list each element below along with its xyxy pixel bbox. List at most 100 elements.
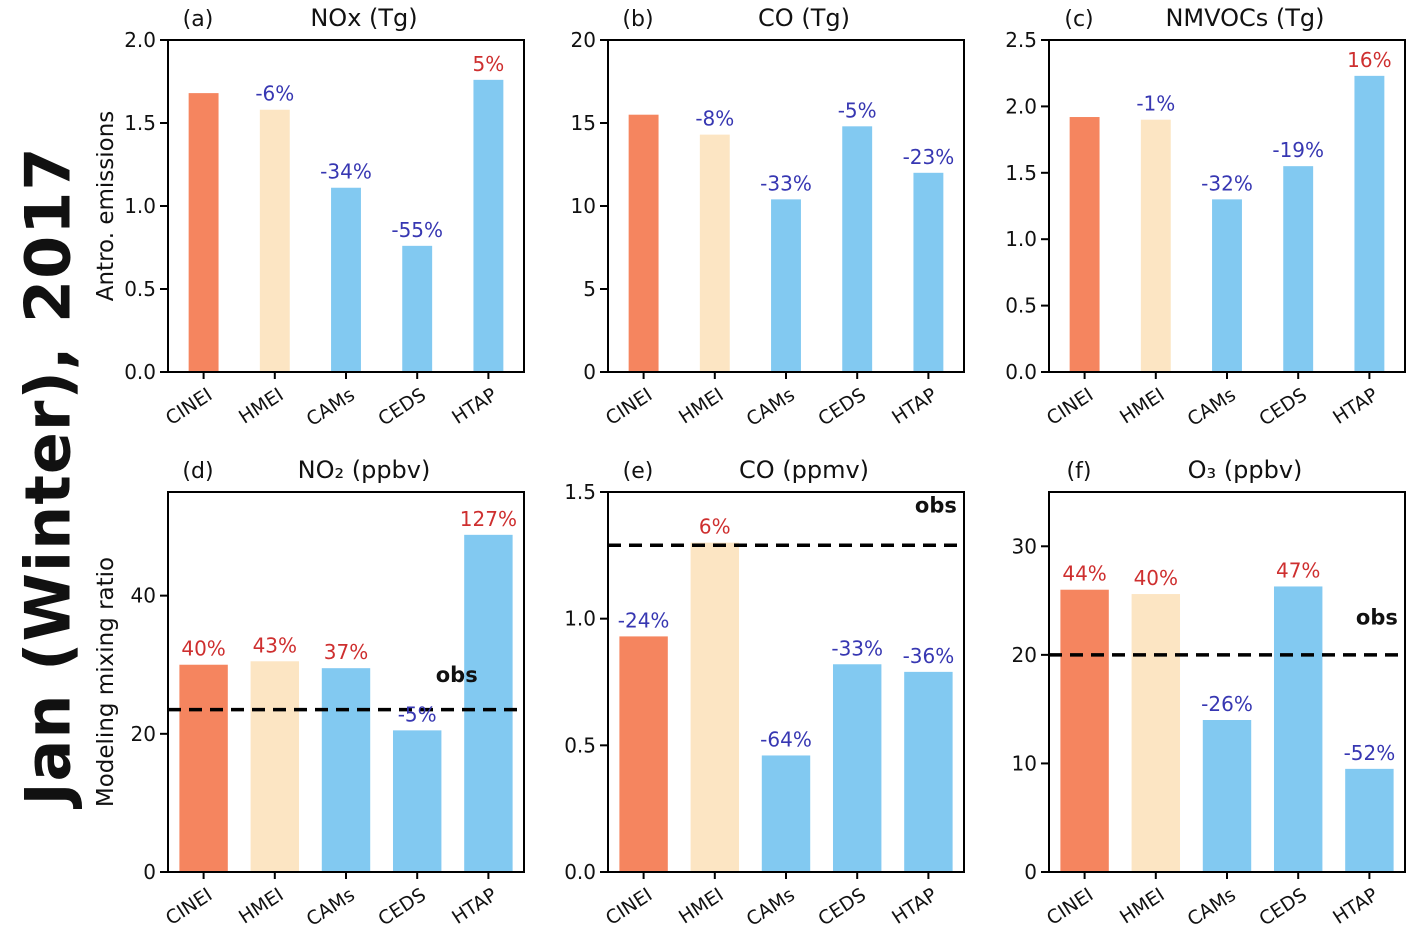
x-tick-label-CEDS: CEDS xyxy=(815,384,871,431)
panel-letter: (a) xyxy=(183,7,214,32)
y-tick-label: 0.0 xyxy=(124,360,156,384)
y-tick-label: 2.5 xyxy=(1005,28,1037,52)
x-tick-label-CINEI: CINEI xyxy=(162,384,217,430)
pct-label-CINEI: 44% xyxy=(1062,562,1106,586)
bar-CEDS xyxy=(833,664,882,872)
pct-label-CEDS: -5% xyxy=(838,98,877,122)
y-tick-label: 1.0 xyxy=(124,194,156,218)
pct-label-CEDS: -5% xyxy=(398,702,437,726)
bar-HMEI xyxy=(250,661,300,872)
bar-HMEI xyxy=(691,542,740,872)
y-tick-label: 30 xyxy=(1011,534,1036,558)
y-tick-label: 20 xyxy=(1011,643,1036,667)
x-tick-label-CAMs: CAMs xyxy=(303,884,359,931)
obs-label: obs xyxy=(436,663,478,687)
y-axis-label: Modeling mixing ratio xyxy=(96,557,119,807)
pct-label-CAMs: -34% xyxy=(320,160,372,184)
bar-HMEI xyxy=(260,109,290,372)
obs-label: obs xyxy=(915,493,957,517)
bar-CEDS xyxy=(1273,586,1323,872)
y-tick-label: 1.0 xyxy=(1005,227,1037,251)
x-tick-label-HTAP: HTAP xyxy=(448,884,501,929)
pct-label-HTAP: -52% xyxy=(1343,741,1395,765)
x-tick-label-CINEI: CINEI xyxy=(162,884,217,930)
panel-letter: (b) xyxy=(623,7,654,32)
pct-label-CAMs: -26% xyxy=(1201,692,1253,716)
panel-letter: (d) xyxy=(183,459,214,484)
figure-row-label: Jan (Winter), 2017 xyxy=(11,146,84,806)
bar-HTAP xyxy=(904,671,954,872)
figure-row-label-column: Jan (Winter), 2017 xyxy=(0,0,95,952)
x-tick-label-CEDS: CEDS xyxy=(1255,884,1311,931)
bar-CAMs xyxy=(331,187,362,372)
chart-svg-(c): (c) NMVOCs (Tg) 0.0 0.5 1.0 1.5 2.0 2.5 CINEI HME… xyxy=(1005,4,1406,431)
x-tick-label-CINEI: CINEI xyxy=(1043,384,1098,430)
chart-title: NOx (Tg) xyxy=(311,4,418,32)
y-tick-label: 0 xyxy=(584,360,597,384)
y-tick-label: 1.5 xyxy=(565,480,597,504)
chart-title: NMVOCs (Tg) xyxy=(1165,4,1324,32)
y-axis-label: Antro. emissions xyxy=(96,111,119,302)
pct-label-HMEI: 43% xyxy=(253,633,297,657)
chart-title: CO (ppmv) xyxy=(739,456,869,484)
pct-label-CINEI: -24% xyxy=(618,608,670,632)
pct-label-HMEI: -8% xyxy=(696,107,735,131)
x-tick-label-HMEI: HMEI xyxy=(1116,384,1168,429)
y-tick-label: 2.0 xyxy=(1005,94,1037,118)
pct-label-HMEI: -1% xyxy=(1136,92,1175,116)
pct-label-CAMs: -64% xyxy=(761,727,813,751)
pct-label-HTAP: 127% xyxy=(460,507,517,531)
panel-letter: (e) xyxy=(623,459,654,484)
x-tick-label-CEDS: CEDS xyxy=(375,384,431,431)
panel-d-no2-mixing-ratio: (d) NO₂ (ppbv) Modeling mixing ratio obs 0 20… xyxy=(95,452,535,952)
y-tick-label: 0.0 xyxy=(1005,360,1037,384)
chart-title: NO₂ (ppbv) xyxy=(298,456,431,484)
x-tick-label-HMEI: HMEI xyxy=(676,384,728,429)
bar-CINEI xyxy=(179,664,228,872)
chart-svg-(e): (e) CO (ppmv) obs 0.0 0.5 1.0 1.5 CINEI HMEI CAMs… xyxy=(565,456,966,931)
x-tick-label-HMEI: HMEI xyxy=(235,384,287,429)
y-tick-label: 0 xyxy=(143,860,156,884)
y-tick-label: 20 xyxy=(131,722,156,746)
x-tick-label-CAMs: CAMs xyxy=(303,384,359,431)
y-tick-label: 5 xyxy=(584,277,597,301)
bar-CINEI xyxy=(188,93,219,373)
bar-CEDS xyxy=(842,126,873,372)
bar-CAMs xyxy=(1211,199,1242,372)
pct-label-CEDS: -19% xyxy=(1272,138,1324,162)
bar-HMEI xyxy=(700,134,731,372)
bar-HTAP xyxy=(1354,75,1385,372)
bar-CAMs xyxy=(762,755,811,872)
x-tick-label-CEDS: CEDS xyxy=(815,884,871,931)
panel-c-nmvocs-emissions: (c) NMVOCs (Tg) 0.0 0.5 1.0 1.5 2.0 2.5 CINEI HME… xyxy=(976,0,1416,452)
chart-title: O₃ (ppbv) xyxy=(1187,456,1302,484)
panel-a-nox-emissions: (a) NOx (Tg) Antro. emissions 0.0 0.5 1.0 1.5 2… xyxy=(95,0,535,452)
pct-label-CEDS: -33% xyxy=(832,636,884,660)
x-tick-label-CINEI: CINEI xyxy=(602,884,657,930)
bar-CEDS xyxy=(393,730,442,872)
y-tick-label: 0.5 xyxy=(124,277,156,301)
y-tick-label: 0 xyxy=(1024,860,1037,884)
panel-letter: (c) xyxy=(1064,7,1093,32)
chart-svg-(b): (b) CO (Tg) 0 5 10 15 20 CINEI HMEI CAMs CEDS HTAP -… xyxy=(571,4,966,431)
chart-svg-(d): (d) NO₂ (ppbv) Modeling mixing ratio obs 0 20… xyxy=(96,456,526,931)
y-tick-label: 10 xyxy=(1011,751,1036,775)
pct-label-CAMs: 37% xyxy=(324,640,368,664)
pct-label-HTAP: 5% xyxy=(473,52,505,76)
x-tick-label-HMEI: HMEI xyxy=(1116,884,1168,929)
bar-CEDS xyxy=(402,245,433,372)
y-tick-label: 1.5 xyxy=(1005,161,1037,185)
y-tick-label: 1.5 xyxy=(124,111,156,135)
x-tick-label-CINEI: CINEI xyxy=(1043,884,1098,930)
x-tick-label-CAMs: CAMs xyxy=(1183,884,1239,931)
y-tick-label: 1.0 xyxy=(565,607,597,631)
chart-svg-(f): (f) O₃ (ppbv) obs 0 10 20 30 CINEI HMEI CAMs CEDS H… xyxy=(1011,456,1406,931)
y-tick-label: 2.0 xyxy=(124,28,156,52)
y-tick-label: 0.0 xyxy=(565,860,597,884)
pct-label-CEDS: -55% xyxy=(392,218,444,242)
obs-label: obs xyxy=(1356,605,1398,629)
pct-label-CINEI: 40% xyxy=(182,637,226,661)
bar-CINEI xyxy=(1060,589,1109,872)
y-tick-label: 15 xyxy=(571,111,596,135)
pct-label-HTAP: -36% xyxy=(903,644,955,668)
